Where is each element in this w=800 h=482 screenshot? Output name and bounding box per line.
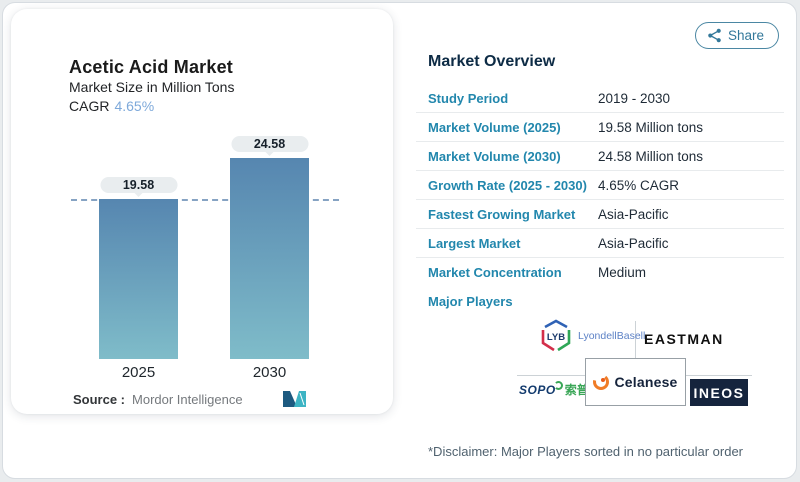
sopo-wordmark: SOPO (519, 382, 556, 397)
market-size-chart-card: Acetic Acid Market Market Size in Millio… (11, 9, 393, 414)
reference-dashed-line (71, 199, 339, 201)
celanese-swoosh-icon (593, 374, 610, 390)
cagr-label: CAGR (69, 98, 110, 114)
lyb-wordmark: LyondellBasell (578, 330, 646, 342)
overview-table: Study Period 2019 - 2030 Market Volume (… (416, 84, 784, 287)
row-value: 4.65% CAGR (598, 177, 680, 193)
table-row-market-concentration: Market Concentration Medium (416, 258, 784, 287)
cagr-value: 4.65% (114, 98, 155, 114)
source-value: Mordor Intelligence (132, 392, 243, 407)
celanese-logo-box: Celanese (585, 358, 686, 406)
row-value: Asia-Pacific (598, 235, 669, 251)
row-label: Market Volume (2030) (428, 148, 561, 164)
row-value: 2019 - 2030 (598, 90, 671, 106)
chart-title: Acetic Acid Market (69, 57, 233, 77)
share-button-label: Share (727, 28, 764, 43)
bar-2030: 24.58 (230, 136, 309, 359)
lyb-abbr: LYB (547, 332, 565, 343)
row-label: Largest Market (428, 235, 521, 251)
table-row-market-volume-2030: Market Volume (2030) 24.58 Million tons (416, 142, 784, 171)
share-button[interactable]: Share (694, 22, 779, 49)
logo-grid-divider-right (686, 375, 752, 376)
row-value: 24.58 Million tons (598, 148, 704, 164)
share-icon (707, 28, 722, 43)
sopo-swoosh-icon (553, 381, 563, 390)
mordor-intelligence-logo-icon (283, 391, 308, 412)
row-value: Medium (598, 265, 647, 280)
chart-cagr-line: CAGR 4.65% (69, 98, 154, 114)
eastman-logo: EASTMAN (644, 331, 724, 347)
source-label: Source : (73, 392, 126, 407)
disclaimer-text: *Disclaimer: Major Players sorted in no … (428, 444, 744, 459)
sopo-chinese-name: 索普 (564, 383, 589, 397)
overview-heading: Market Overview (428, 53, 556, 70)
x-axis-label-2025: 2025 (121, 364, 156, 381)
table-row-growth-rate: Growth Rate (2025 - 2030) 4.65% CAGR (416, 171, 784, 200)
source-row: Source : Mordor Intelligence (73, 392, 243, 407)
table-row-largest-market: Largest Market Asia-Pacific (416, 229, 784, 258)
row-label: Study Period (428, 90, 509, 106)
ineos-logo: INEOS (690, 379, 748, 406)
bar-2025: 19.58 (99, 177, 178, 359)
row-label: Market Volume (2025) (428, 119, 561, 135)
row-label: Growth Rate (2025 - 2030) (428, 177, 587, 193)
major-players-logos: LYB LyondellBasell EASTMAN Celanese SOPO… (514, 311, 756, 411)
row-label: Fastest Growing Market (428, 206, 576, 222)
logo-grid-divider-left (517, 375, 585, 376)
row-label: Market Concentration (428, 265, 562, 280)
logo-grid-divider-vertical (635, 321, 636, 359)
row-value: 19.58 Million tons (598, 119, 704, 135)
bar-2030-value-badge: 24.58 (231, 136, 308, 152)
chart-subtitle: Market Size in Million Tons (69, 79, 235, 95)
table-row-study-period: Study Period 2019 - 2030 (416, 84, 784, 113)
x-axis-label-2030: 2030 (252, 364, 287, 381)
sopo-logo: SOPO 索普 (519, 381, 589, 398)
lyondellbasell-logo: LYB LyondellBasell (540, 319, 645, 353)
table-row-market-volume-2025: Market Volume (2025) 19.58 Million tons (416, 113, 784, 142)
table-row-fastest-growing-market: Fastest Growing Market Asia-Pacific (416, 200, 784, 229)
bar-2025-value-badge: 19.58 (100, 177, 177, 193)
lyb-hexagon-icon: LYB (540, 319, 572, 353)
row-value: Asia-Pacific (598, 206, 669, 222)
celanese-wordmark: Celanese (614, 374, 678, 390)
major-players-label: Major Players (428, 294, 513, 309)
